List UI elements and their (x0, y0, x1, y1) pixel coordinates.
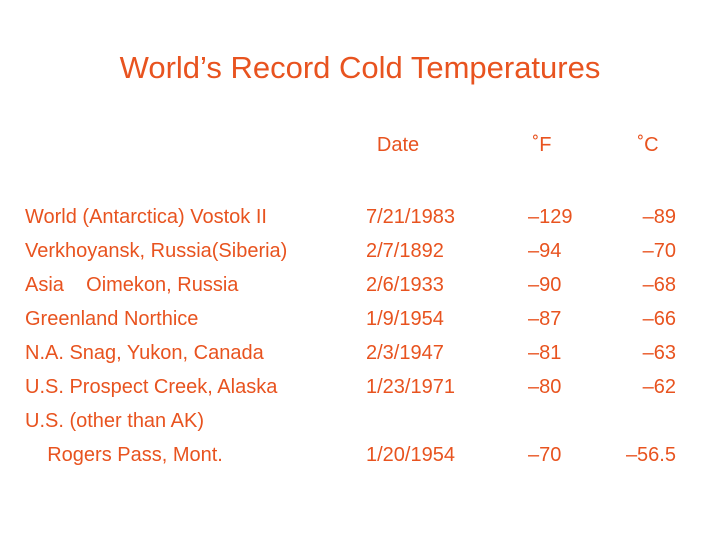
temp-celsius: –66 (642, 308, 676, 330)
place-name: Rogers Pass, Mont. (25, 444, 223, 466)
record-date: 2/6/1933 (366, 274, 444, 296)
record-date: 2/3/1947 (366, 342, 444, 364)
place-name: U.S. (other than AK) (25, 410, 204, 432)
record-date: 1/20/1954 (366, 444, 455, 466)
temp-fahrenheit: –87 (528, 308, 562, 330)
place-name: N.A. Snag, Yukon, Canada (25, 342, 264, 364)
record-date: 2/7/1892 (366, 240, 444, 262)
temp-fahrenheit: –90 (528, 274, 562, 296)
temp-fahrenheit: –94 (528, 240, 562, 262)
temp-celsius: –63 (642, 342, 676, 364)
place-name: U.S. Prospect Creek, Alaska (25, 376, 278, 398)
temp-fahrenheit: –129 (528, 206, 573, 228)
slide-title: World’s Record Cold Temperatures (119, 50, 601, 85)
place-name: Verkhoyansk, Russia(Siberia) (25, 240, 288, 262)
place-name: Greenland Northice (25, 308, 199, 330)
temp-fahrenheit: –70 (528, 444, 562, 466)
record-date: 1/23/1971 (366, 376, 455, 398)
place-name: World (Antarctica) Vostok II (25, 206, 267, 228)
temp-celsius: –89 (642, 206, 676, 228)
temp-celsius: –56.5 (625, 444, 676, 466)
temp-celsius: –70 (642, 240, 676, 262)
temp-celsius: –68 (642, 274, 676, 296)
temp-fahrenheit: –80 (528, 376, 562, 398)
temp-celsius: –62 (642, 376, 676, 398)
record-date: 7/21/1983 (366, 206, 455, 228)
record-date: 1/9/1954 (366, 308, 444, 330)
temp-fahrenheit: –81 (528, 342, 562, 364)
place-name: Asia Oimekon, Russia (25, 274, 239, 296)
column-header: ˚C (637, 134, 659, 156)
column-header: Date (376, 134, 420, 156)
column-header: ˚F (532, 134, 552, 156)
